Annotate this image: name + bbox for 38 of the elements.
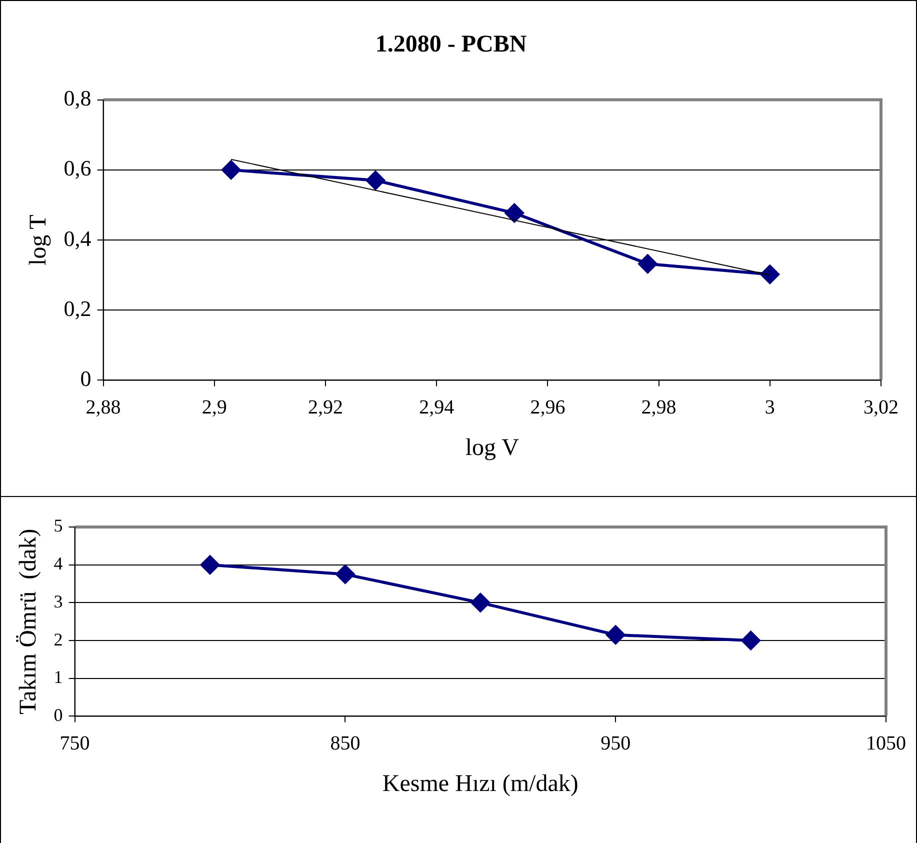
x-tick-label: 850 bbox=[330, 732, 360, 754]
y-tick-label: 0,8 bbox=[64, 86, 92, 111]
y-tick-label: 2 bbox=[54, 629, 63, 650]
x-tick-label: 2,92 bbox=[308, 396, 343, 418]
x-axis-title: log V bbox=[465, 434, 520, 461]
point bbox=[504, 204, 524, 223]
y-tick-label: 3 bbox=[54, 591, 63, 612]
point bbox=[366, 170, 385, 190]
y-axis-title: Takım Ömrü (dak) bbox=[16, 528, 42, 714]
x-tick-label: 1050 bbox=[866, 732, 906, 754]
chart-title: 1.2080 - PCBN bbox=[375, 32, 528, 58]
x-tick-label: 3,02 bbox=[864, 396, 898, 418]
y-tick-label: 0,2 bbox=[64, 296, 92, 321]
x-tick-label: 2,9 bbox=[202, 396, 227, 418]
x-tick-label: 2,88 bbox=[86, 396, 121, 418]
point bbox=[336, 564, 355, 584]
y-tick-label: 0 bbox=[80, 366, 92, 391]
x-tick-label: 950 bbox=[600, 732, 631, 754]
y-tick-label: 0,4 bbox=[64, 226, 92, 251]
x-tick-label: 3 bbox=[764, 396, 775, 418]
x-tick-label: 2,96 bbox=[530, 396, 566, 418]
y-tick-label: 5 bbox=[54, 516, 63, 536]
x-tick-label: 2,94 bbox=[419, 396, 454, 418]
point bbox=[222, 160, 241, 180]
point bbox=[606, 625, 626, 644]
x-tick-label: 2,98 bbox=[641, 396, 676, 418]
y-tick-label: 4 bbox=[54, 554, 63, 574]
point bbox=[200, 555, 220, 574]
y-tick-label: 1 bbox=[54, 667, 63, 688]
point bbox=[638, 254, 658, 274]
x-tick-label: 750 bbox=[60, 732, 90, 754]
point bbox=[760, 264, 780, 284]
y-tick-label: 0,6 bbox=[64, 156, 92, 181]
y-tick-label: 0 bbox=[54, 704, 63, 725]
x-axis-title: Kesme Hızı (m/dak) bbox=[382, 770, 578, 797]
point bbox=[741, 631, 760, 650]
point bbox=[470, 593, 490, 612]
y-axis-title: log T bbox=[26, 214, 52, 266]
